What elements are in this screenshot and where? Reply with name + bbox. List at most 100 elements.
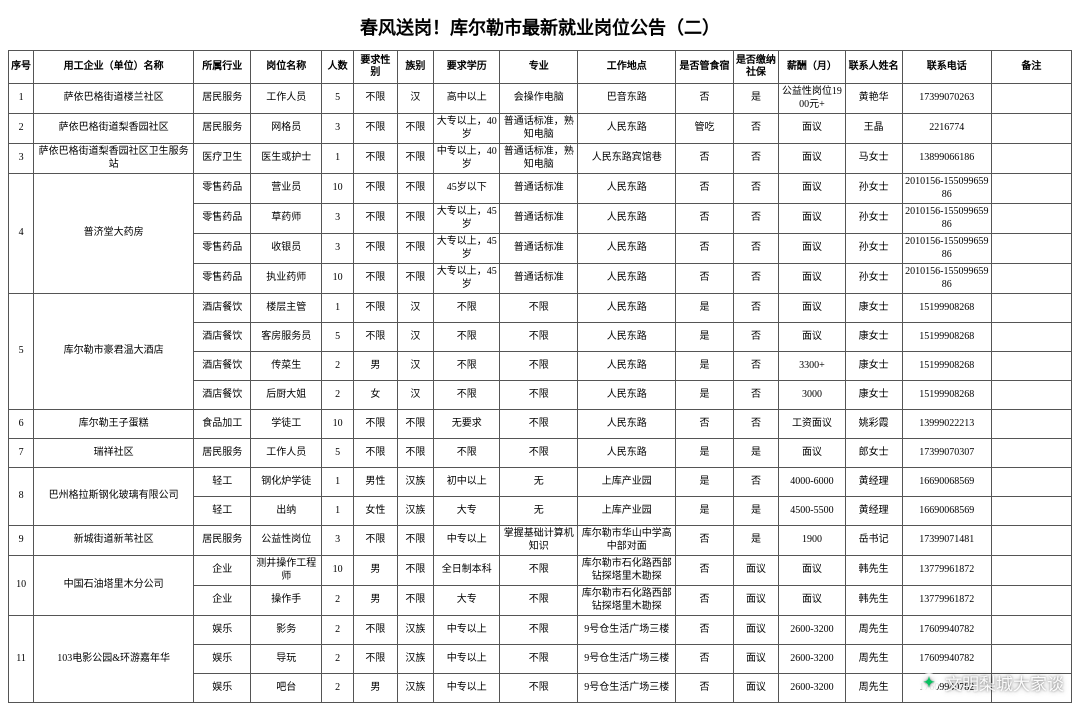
cell-major: 不限 <box>500 294 578 323</box>
cell-cnt: 1 <box>322 497 354 526</box>
cell-edu: 中专以上 <box>434 616 500 645</box>
cell-note <box>991 234 1071 264</box>
cell-name: 黄经理 <box>845 468 902 497</box>
cell-edu: 大专 <box>434 497 500 526</box>
cell-loc: 人民东路 <box>578 381 676 410</box>
cell-pos: 吧台 <box>251 674 322 703</box>
cell-food: 否 <box>676 526 733 556</box>
table-row: 3萨依巴格街道梨香园社区卫生服务站医疗卫生医生或护士1不限不限中专以上，40岁普… <box>9 144 1072 174</box>
cell-note <box>991 526 1071 556</box>
cell-name: 岳书记 <box>845 526 902 556</box>
table-row: 6库尔勒王子蛋糕食品加工学徒工10不限不限无要求不限人民东路否否工资面议姚彩霞1… <box>9 410 1072 439</box>
cell-food: 否 <box>676 616 733 645</box>
cell-cnt: 3 <box>322 204 354 234</box>
cell-food: 是 <box>676 439 733 468</box>
cell-note <box>991 439 1071 468</box>
cell-note <box>991 645 1071 674</box>
cell-cnt: 2 <box>322 381 354 410</box>
cell-major: 无 <box>500 497 578 526</box>
cell-sal: 面议 <box>779 114 845 144</box>
cell-cnt: 10 <box>322 410 354 439</box>
cell-nat: 汉族 <box>397 468 434 497</box>
cell-tel: 2216774 <box>902 114 991 144</box>
cell-pos: 客房服务员 <box>251 323 322 352</box>
cell-ind: 酒店餐饮 <box>194 352 251 381</box>
cell-major: 不限 <box>500 674 578 703</box>
cell-nat: 不限 <box>397 556 434 586</box>
cell-pos: 公益性岗位 <box>251 526 322 556</box>
cell-tel: 15199908268 <box>902 323 991 352</box>
cell-ind: 零售药品 <box>194 234 251 264</box>
cell-seq: 5 <box>9 294 34 410</box>
cell-tel: 17609940782 <box>902 616 991 645</box>
cell-tel: 17609940782 <box>902 645 991 674</box>
cell-note <box>991 294 1071 323</box>
table-header-row: 序号用工企业（单位）名称所属行业岗位名称人数要求性别族别要求学历专业工作地点是否… <box>9 51 1072 84</box>
cell-ind: 食品加工 <box>194 410 251 439</box>
table-row: 5库尔勒市豪君温大酒店酒店餐饮楼层主管1不限汉不限不限人民东路是否面议康女士15… <box>9 294 1072 323</box>
cell-company: 新城街道新苇社区 <box>34 526 194 556</box>
cell-sal: 面议 <box>779 174 845 204</box>
table-row: 8巴州格拉斯钢化玻璃有限公司轻工钢化炉学徒1男性汉族初中以上无上库产业园是否40… <box>9 468 1072 497</box>
cell-ins: 否 <box>733 352 779 381</box>
cell-ind: 娱乐 <box>194 645 251 674</box>
cell-cnt: 1 <box>322 468 354 497</box>
cell-loc: 库尔勒市石化路西部钻探塔里木勘探 <box>578 556 676 586</box>
cell-sal: 工资面议 <box>779 410 845 439</box>
cell-name: 王晶 <box>845 114 902 144</box>
cell-name: 康女士 <box>845 323 902 352</box>
cell-note <box>991 352 1071 381</box>
cell-nat: 不限 <box>397 234 434 264</box>
cell-pos: 营业员 <box>251 174 322 204</box>
cell-loc: 人民东路 <box>578 204 676 234</box>
cell-sex: 不限 <box>354 264 397 294</box>
cell-edu: 无要求 <box>434 410 500 439</box>
cell-tel: 2010156-15509965986 <box>902 204 991 234</box>
cell-food: 否 <box>676 84 733 114</box>
cell-seq: 2 <box>9 114 34 144</box>
cell-edu: 不限 <box>434 352 500 381</box>
cell-pos: 出纳 <box>251 497 322 526</box>
cell-ins: 否 <box>733 468 779 497</box>
cell-loc: 人民东路 <box>578 234 676 264</box>
cell-note <box>991 323 1071 352</box>
cell-ind: 居民服务 <box>194 526 251 556</box>
cell-sal: 3300+ <box>779 352 845 381</box>
cell-loc: 9号仓生活广场三楼 <box>578 674 676 703</box>
cell-tel: 2010156-15509965986 <box>902 174 991 204</box>
cell-tel: 2010156-15509965986 <box>902 234 991 264</box>
cell-loc: 人民东路 <box>578 294 676 323</box>
cell-ins: 否 <box>733 264 779 294</box>
cell-sex: 不限 <box>354 114 397 144</box>
cell-loc: 9号仓生活广场三楼 <box>578 616 676 645</box>
cell-cnt: 3 <box>322 234 354 264</box>
cell-cnt: 10 <box>322 264 354 294</box>
cell-major: 不限 <box>500 410 578 439</box>
cell-sal: 面议 <box>779 586 845 616</box>
cell-tel: 13999022213 <box>902 410 991 439</box>
cell-nat: 不限 <box>397 410 434 439</box>
cell-major: 普通话标准 <box>500 264 578 294</box>
cell-edu: 不限 <box>434 381 500 410</box>
cell-edu: 全日制本科 <box>434 556 500 586</box>
cell-nat: 不限 <box>397 439 434 468</box>
cell-ind: 居民服务 <box>194 84 251 114</box>
cell-food: 否 <box>676 234 733 264</box>
table-header-cell: 联系人姓名 <box>845 51 902 84</box>
cell-food: 否 <box>676 586 733 616</box>
cell-name: 康女士 <box>845 352 902 381</box>
cell-ind: 轻工 <box>194 468 251 497</box>
cell-food: 管吃 <box>676 114 733 144</box>
cell-major: 普通话标准 <box>500 234 578 264</box>
cell-name: 孙女士 <box>845 234 902 264</box>
cell-tel: 13899066186 <box>902 144 991 174</box>
cell-sal: 公益性岗位1900元+ <box>779 84 845 114</box>
cell-nat: 汉族 <box>397 645 434 674</box>
cell-edu: 中专以上 <box>434 674 500 703</box>
cell-sex: 女 <box>354 381 397 410</box>
table-header-cell: 备注 <box>991 51 1071 84</box>
cell-note <box>991 616 1071 645</box>
cell-note <box>991 381 1071 410</box>
cell-pos: 草药师 <box>251 204 322 234</box>
cell-nat: 不限 <box>397 204 434 234</box>
